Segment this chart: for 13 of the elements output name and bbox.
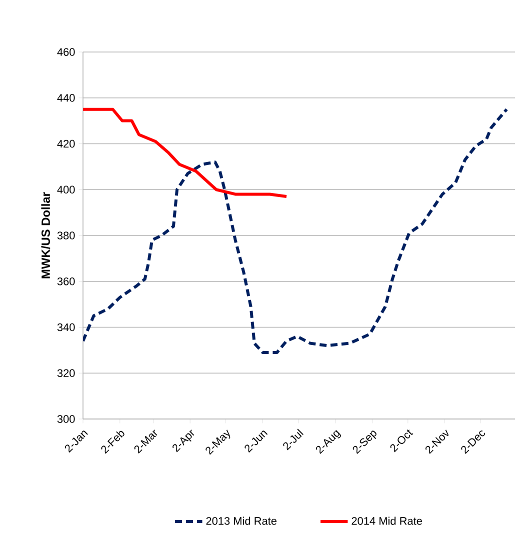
y-tick-label: 400	[57, 186, 75, 194]
line-series	[83, 108, 508, 354]
y-tick-label: 460	[57, 48, 75, 56]
y-tick-label: 360	[57, 278, 75, 286]
y-axis-title: MWK/US Dollar	[41, 192, 50, 278]
y-tick-label: 380	[57, 232, 75, 240]
y-tick-label: 440	[57, 94, 75, 102]
legend-label: 2013 Mid Rate	[206, 516, 277, 525]
y-tick-label: 420	[57, 140, 75, 148]
y-tick-label: 300	[57, 415, 75, 423]
y-tick-label: 320	[57, 369, 75, 378]
y-tick-label: 340	[57, 323, 75, 332]
legend-label: 2014 Mid Rate	[352, 516, 422, 525]
